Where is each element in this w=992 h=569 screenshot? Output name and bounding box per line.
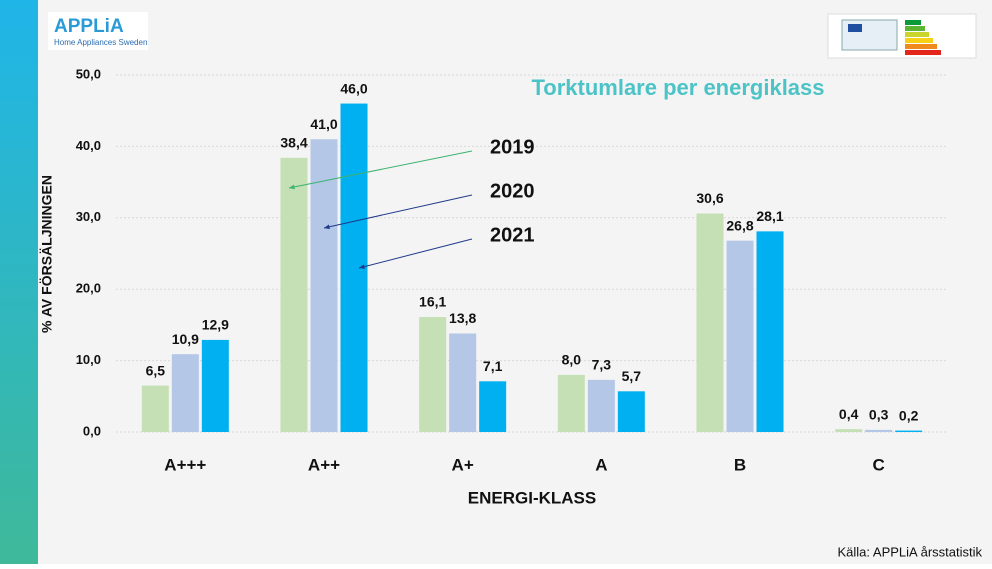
bar [726,240,754,432]
value-label: 0,4 [839,406,859,422]
y-tick-label: 50,0 [76,66,101,81]
annotation-arrow [358,238,473,269]
value-label: 6,5 [146,362,166,378]
value-label: 10,9 [172,331,199,347]
bar [895,430,923,432]
bar [419,317,447,432]
value-label: 13,8 [449,310,476,326]
value-label: 41,0 [310,116,337,132]
y-tick-label: 0,0 [83,423,101,438]
x-tick-label: A+++ [164,455,206,474]
source: Källa: APPLiA årsstatistik [837,544,982,559]
x-tick-label: A+ [452,455,474,474]
chart-title: Torktumlare per energiklass [531,75,824,100]
value-label: 12,9 [202,317,229,333]
bar [449,333,477,432]
logo-box [48,12,148,50]
value-label: 30,6 [696,190,723,206]
bar [617,391,645,432]
x-tick-label: C [873,455,885,474]
value-label: 38,4 [280,135,307,151]
annotation-arrow [288,150,473,189]
x-axis-label: ENERGI-KLASS [468,488,596,507]
value-label: 0,3 [869,407,889,423]
bar [280,157,308,432]
logo-tagline: Home Appliances Sweden [54,38,147,47]
y-tick-label: 10,0 [76,352,101,367]
annotation-arrow [323,194,473,229]
energy-label-image [827,13,977,59]
value-label: 46,0 [340,80,367,96]
bar [696,213,724,432]
bar [141,385,169,432]
bar [479,381,507,432]
series-annotation: 2020 [490,180,535,202]
value-label: 5,7 [622,368,642,384]
arrow-head [324,224,330,230]
value-label: 7,3 [592,357,612,373]
logo: APPLiA [54,16,124,37]
series-annotation: 2019 [490,136,535,158]
bar [310,139,338,432]
value-label: 26,8 [726,217,753,233]
side-strip [0,0,38,564]
value-label: 16,1 [419,294,446,310]
bar [835,429,863,432]
x-tick-label: A++ [308,455,340,474]
value-label: 0,2 [899,407,919,423]
bar [756,231,784,432]
bar [171,354,199,432]
bar [865,429,893,432]
x-tick-label: B [734,455,746,474]
x-tick-label: A [595,455,607,474]
y-tick-label: 30,0 [76,209,101,224]
bar [587,379,615,432]
y-tick-label: 20,0 [76,281,101,296]
arrow-head [359,264,365,269]
y-axis-label: % AV FÖRSÄLJNINGEN [39,175,55,333]
y-tick-label: 40,0 [76,138,101,153]
bar [557,374,585,432]
value-label: 28,1 [756,208,783,224]
bar [201,339,229,432]
value-label: 8,0 [562,352,582,368]
series-annotation: 2021 [490,224,535,246]
value-label: 7,1 [483,358,503,374]
arrow-head [289,184,295,190]
